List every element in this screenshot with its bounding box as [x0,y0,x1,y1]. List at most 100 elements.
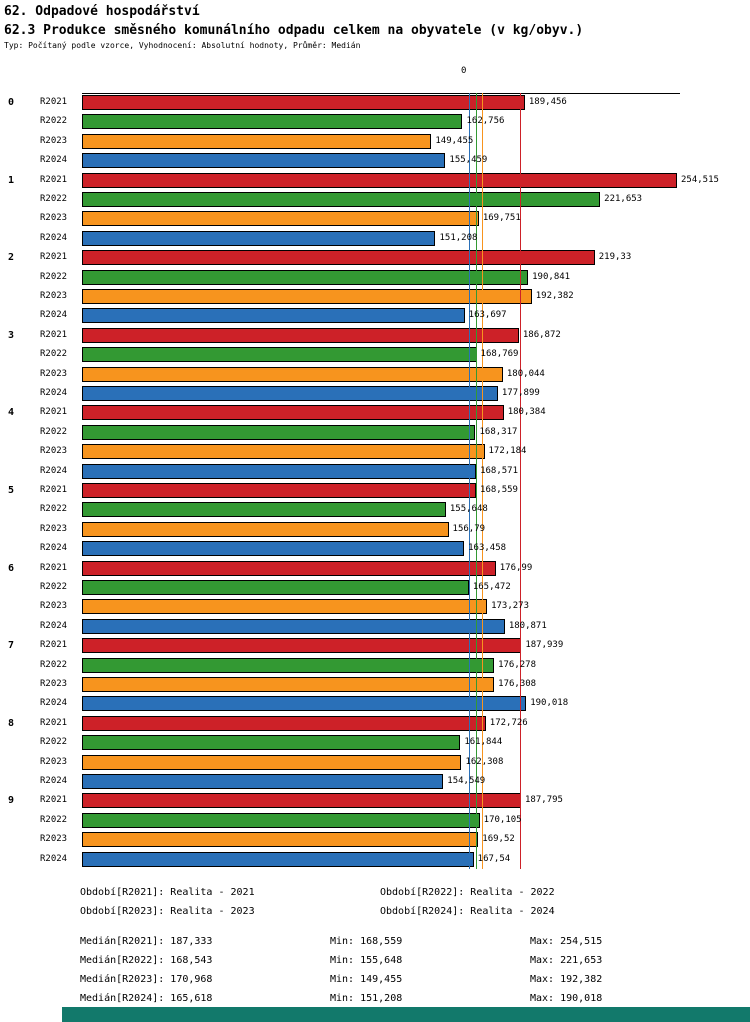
bar-value-label: 168,571 [480,465,519,476]
bar-value-label: 168,317 [479,426,518,437]
bar-r2023 [82,677,495,692]
bar-value-label: 162,308 [465,756,504,767]
bar-value-label: 172,726 [489,717,528,728]
series-label: R2023 [40,601,68,612]
median-line-r2023 [481,93,483,869]
bar-r2023 [82,599,488,615]
bar-r2024 [82,696,527,712]
stat-max-r2022: Max: 221,653 [530,955,603,966]
bar-value-label: 180,044 [506,368,545,379]
bar-r2024 [82,618,505,634]
legend-item-r2022: Období[R2022]: Realita - 2022 [380,887,555,898]
category-label: 2 [8,252,15,264]
series-label: R2021 [40,717,68,728]
axis-tick-zero-label: 0 [461,66,467,76]
bar-value-label: 254,515 [680,174,719,185]
series-label: R2021 [40,174,68,185]
stat-min-r2022: Min: 155,648 [330,955,403,966]
series-label: R2023 [40,213,68,224]
bar-value-label: 219,33 [598,252,632,263]
series-label: R2022 [40,116,68,127]
bar-r2024 [82,308,465,324]
bar-r2023 [82,521,449,537]
category-label: 7 [8,640,15,652]
bar-value-label: 186,872 [522,329,561,340]
bar-value-label: 163,697 [468,310,507,321]
stat-max-r2021: Max: 254,515 [530,936,603,947]
bar-r2024 [82,541,465,557]
series-label: R2022 [40,271,68,282]
bar-value-label: 190,018 [530,698,569,709]
bar-r2021 [82,172,677,188]
stat-median-r2021: Medián[R2021]: 187,333 [80,936,213,947]
legend-item-r2024: Období[R2024]: Realita - 2024 [380,906,555,917]
series-label: R2024 [40,232,68,243]
bar-r2021 [82,327,519,343]
series-label: R2022 [40,814,68,825]
series-label: R2021 [40,562,68,573]
series-label: R2024 [40,543,68,554]
bar-r2021 [82,793,522,809]
bar-r2022 [82,347,477,363]
series-label: R2021 [40,407,68,418]
series-label: R2024 [40,853,68,864]
series-label: R2021 [40,329,68,340]
bar-value-label: 180,871 [508,620,547,631]
series-label: R2023 [40,834,68,845]
bar-r2022 [82,812,480,828]
median-line-r2021 [519,93,521,869]
stat-median-r2023: Medián[R2023]: 170,968 [80,974,213,985]
bar-r2024 [82,230,436,246]
series-label: R2022 [40,737,68,748]
category-label: 3 [8,329,15,341]
bar-r2022 [82,735,461,751]
bar-r2021 [82,560,496,576]
bar-value-label: 187,939 [525,640,564,651]
bar-r2023 [82,133,432,149]
series-label: R2024 [40,310,68,321]
bar-value-label: 162,756 [466,116,505,127]
bar-value-label: 168,769 [480,349,519,360]
series-label: R2021 [40,97,68,107]
stat-median-r2024: Medián[R2024]: 165,618 [80,993,213,1004]
bar-value-label: 176,278 [498,659,537,670]
bar-r2022 [82,502,446,518]
stat-min-r2021: Min: 168,559 [330,936,403,947]
bar-value-label: 161,844 [464,737,503,748]
bar-r2024 [82,153,446,169]
bar-r2022 [82,424,476,440]
bar-value-label: 155,459 [449,155,488,166]
bar-value-label: 189,456 [528,97,567,107]
bar-value-label: 192,382 [535,291,574,301]
series-label: R2024 [40,620,68,631]
bar-value-label: 172,184 [488,446,527,457]
bar-value-label: 177,899 [501,388,540,398]
bar-r2021 [82,483,477,498]
legend-item-r2021: Období[R2021]: Realita - 2021 [80,887,255,898]
series-label: R2023 [40,756,68,767]
bar-value-label: 167,54 [477,853,511,864]
legend-item-r2023: Období[R2023]: Realita - 2023 [80,906,255,917]
bar-value-label: 187,795 [525,795,563,806]
page-title: 62. Odpadové hospodářství [4,4,200,19]
series-label: R2024 [40,465,68,476]
series-label: R2023 [40,135,68,146]
series-label: R2023 [40,446,68,457]
bar-value-label: 170,105 [483,814,522,825]
category-label: 9 [8,795,15,807]
series-label: R2024 [40,155,68,166]
bar-value-label: 180,384 [507,407,546,418]
series-label: R2023 [40,523,68,534]
bar-value-label: 149,455 [435,135,474,146]
stat-min-r2024: Min: 151,208 [330,993,403,1004]
bar-r2024 [82,774,444,789]
median-line-r2022 [476,93,477,869]
bar-value-label: 163,458 [468,543,507,554]
bar-r2023 [82,211,479,227]
stat-min-r2023: Min: 149,455 [330,974,403,985]
series-label: R2024 [40,698,68,709]
series-label: R2022 [40,349,68,360]
bar-r2022 [82,114,463,130]
series-label: R2024 [40,388,68,398]
horizontal-scrollbar[interactable] [62,1007,750,1022]
